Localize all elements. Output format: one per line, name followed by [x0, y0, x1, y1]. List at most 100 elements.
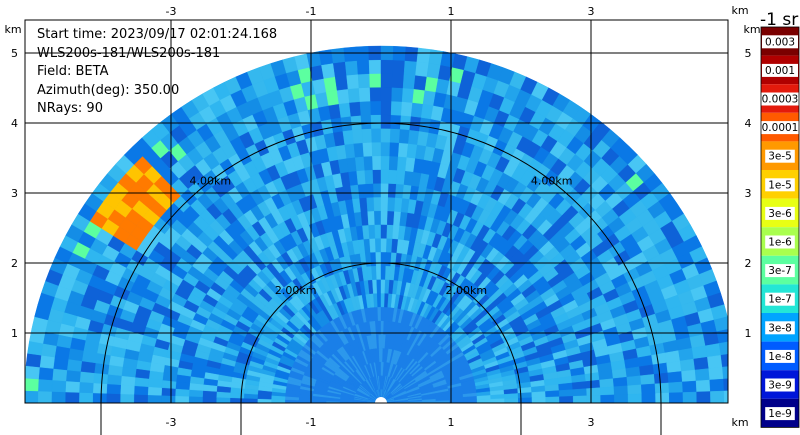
scan-cell	[389, 142, 400, 157]
scan-cell	[653, 372, 669, 385]
y-unit-label-left: km	[4, 23, 21, 36]
scan-cell	[92, 382, 108, 394]
scan-cell	[372, 169, 382, 184]
scan-cell	[161, 387, 176, 397]
scan-cell	[390, 100, 403, 116]
scan-cell	[366, 196, 375, 212]
scan-cell	[344, 60, 359, 76]
scan-cell	[362, 224, 370, 240]
scan-cell	[720, 354, 728, 368]
scan-cell	[174, 388, 190, 397]
scan-cell	[331, 47, 346, 64]
scan-cell	[347, 87, 361, 103]
scan-cell	[664, 350, 681, 364]
scan-cell	[120, 384, 135, 395]
scan-cell	[626, 375, 642, 386]
scan-cell	[476, 395, 491, 400]
scan-cell	[705, 343, 722, 358]
scan-cell	[365, 183, 375, 198]
scan-cell	[37, 378, 53, 392]
scan-cell	[375, 251, 382, 266]
scan-cell	[380, 59, 394, 74]
scan-cell	[435, 400, 450, 403]
colorbar-label: 1e-6	[768, 237, 792, 249]
scan-cell	[380, 141, 391, 157]
scan-cell	[134, 376, 150, 387]
scan-cell	[340, 116, 353, 132]
scan-cell	[397, 156, 408, 172]
scan-cell	[380, 155, 390, 170]
scan-info-box: Start time: 2023/09/17 02:01:24.168 WLS2…	[37, 26, 277, 119]
scan-cell	[356, 169, 366, 185]
scan-cell	[398, 128, 410, 144]
scan-cell	[370, 251, 377, 267]
scan-cell	[362, 142, 373, 157]
scan-cell	[344, 143, 356, 159]
colorbar-label: 1e-5	[768, 179, 792, 191]
scan-cell	[133, 385, 149, 396]
y-tick-label-left: 2	[11, 257, 18, 270]
scan-cell	[318, 49, 334, 66]
colorbar-label-bg	[765, 264, 795, 278]
scan-cell	[380, 100, 392, 116]
scan-cell	[343, 46, 358, 62]
scan-cell	[627, 393, 643, 403]
scan-cell	[133, 394, 148, 403]
scan-cell	[369, 238, 376, 253]
scan-cell	[78, 381, 94, 394]
range-ring-label: 4.00km	[531, 175, 573, 188]
scan-cell	[120, 375, 136, 386]
scan-cell	[668, 392, 684, 403]
colorbar-label: 3e-9	[768, 380, 792, 392]
colorbar-label-bg	[758, 92, 800, 106]
scan-cell	[586, 387, 601, 397]
scan-cell	[161, 395, 176, 403]
scan-cell	[723, 390, 728, 403]
colorbar-label-bg	[765, 407, 795, 421]
scan-cell	[379, 361, 382, 376]
colorbar-label: 3e-7	[768, 265, 792, 277]
scan-cell	[713, 316, 728, 332]
scan-cell	[372, 155, 382, 170]
scan-cell	[78, 392, 94, 403]
scan-cell	[679, 358, 696, 372]
scan-cell	[25, 365, 40, 380]
scan-cell	[371, 128, 382, 143]
scan-cell	[363, 155, 374, 171]
range-ring-label: 2.00km	[275, 284, 317, 297]
scan-cell	[25, 390, 39, 403]
y-tick-label-right: 5	[745, 47, 752, 60]
scan-cell	[360, 114, 372, 130]
scan-cell	[387, 183, 397, 198]
scan-cell	[600, 394, 615, 403]
start-time-text: Start time: 2023/09/17 02:01:24.168	[37, 27, 278, 42]
scan-cell	[694, 368, 710, 382]
scan-cell	[611, 368, 628, 379]
scan-cell	[357, 73, 371, 89]
x-tick-label-top: -1	[306, 5, 317, 18]
scan-cell	[25, 377, 39, 392]
scan-cell	[559, 396, 574, 403]
colorbar-label: 1e-7	[768, 294, 792, 306]
scan-cell	[346, 156, 357, 173]
scan-cell	[79, 371, 95, 384]
instrument-text: WLS200s-181/WLS200s-181	[37, 45, 221, 61]
colorbar-label-bg	[765, 235, 795, 249]
scan-cell	[328, 103, 342, 120]
scan-cell	[378, 334, 382, 349]
scan-cell	[402, 74, 416, 90]
scan-cell	[518, 397, 533, 403]
scan-cell	[380, 265, 386, 280]
scan-cell	[652, 362, 668, 375]
scan-cell	[380, 86, 393, 102]
scan-cell	[65, 380, 80, 393]
scan-field	[25, 45, 728, 403]
scan-cell	[599, 378, 615, 388]
scan-cell	[586, 395, 601, 403]
scan-cell	[216, 397, 231, 403]
x-tick-label-top: -3	[166, 5, 177, 18]
x-tick-label-bottom: -1	[306, 416, 317, 429]
scan-cell	[531, 391, 546, 398]
scan-cell	[380, 183, 389, 198]
scan-cell	[599, 386, 615, 396]
